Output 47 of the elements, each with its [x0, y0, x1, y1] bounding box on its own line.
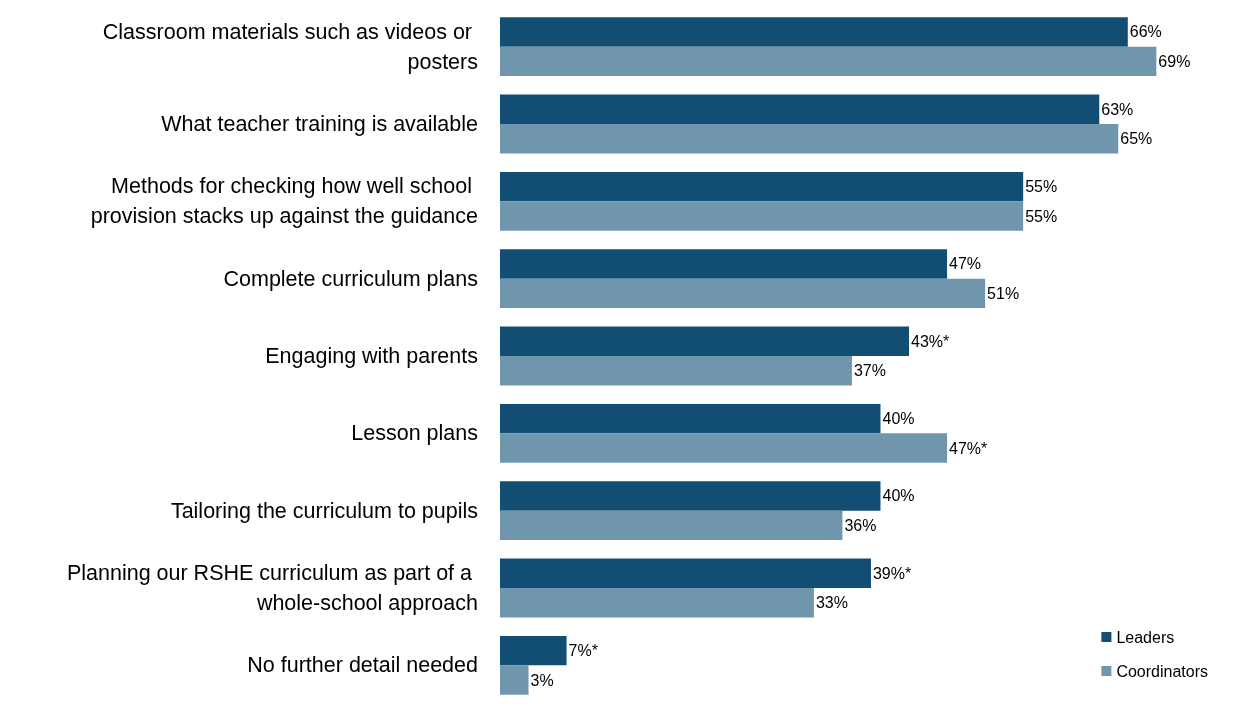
data-label: 37% [853, 362, 886, 380]
data-label: 47% [949, 255, 982, 273]
bar [500, 124, 1119, 154]
bar [500, 326, 910, 356]
y-tick-label: Engaging with parents [265, 344, 478, 368]
bar [500, 94, 1100, 124]
bar [500, 635, 567, 666]
data-label: 63% [1101, 100, 1134, 118]
bar [500, 403, 881, 434]
bar [500, 278, 986, 309]
data-label: 7%* [568, 642, 598, 660]
bar [500, 356, 852, 386]
y-tick-label: Methods for checking how well school provision stacks up against the guidance [90, 174, 478, 229]
y-tick-label: Classroom materials such as videos or posters [102, 19, 478, 74]
data-label: 39%* [872, 564, 912, 582]
y-tick-label: No further detail needed [247, 653, 478, 678]
data-label: 40% [882, 410, 915, 428]
y-tick-label: What teacher training is available [161, 112, 478, 136]
bar [500, 481, 881, 511]
bar [500, 510, 843, 541]
y-tick-label: Complete curriculum plans [223, 266, 478, 291]
bar [500, 17, 1128, 47]
data-label: 69% [1158, 52, 1191, 70]
y-tick-label: Planning our RSHE curriculum as part of a whole-school approach [66, 561, 478, 615]
bar [500, 558, 871, 588]
y-tick-label: Lesson plans [351, 421, 478, 446]
bar [500, 171, 1024, 202]
bar [500, 588, 814, 618]
data-label: 47%* [949, 439, 988, 457]
bar [500, 46, 1157, 77]
data-label: 66% [1129, 23, 1162, 41]
data-label: 51% [987, 284, 1020, 302]
data-label: 3% [530, 671, 554, 689]
bar [500, 665, 529, 695]
data-label: 43%* [911, 332, 950, 350]
data-label: 55% [1025, 178, 1058, 196]
bar [500, 201, 1024, 231]
bar [500, 249, 948, 279]
legend-label: Coordinators [1116, 662, 1209, 680]
data-label: 55% [1025, 207, 1058, 225]
data-label: 40% [882, 487, 915, 505]
data-label: 33% [815, 594, 848, 612]
data-label: 36% [844, 516, 877, 534]
data-label: 65% [1120, 130, 1153, 148]
bar [500, 433, 948, 463]
legend-label: Leaders [1116, 628, 1175, 646]
y-tick-label: Tailoring the curriculum to pupils [170, 498, 478, 523]
